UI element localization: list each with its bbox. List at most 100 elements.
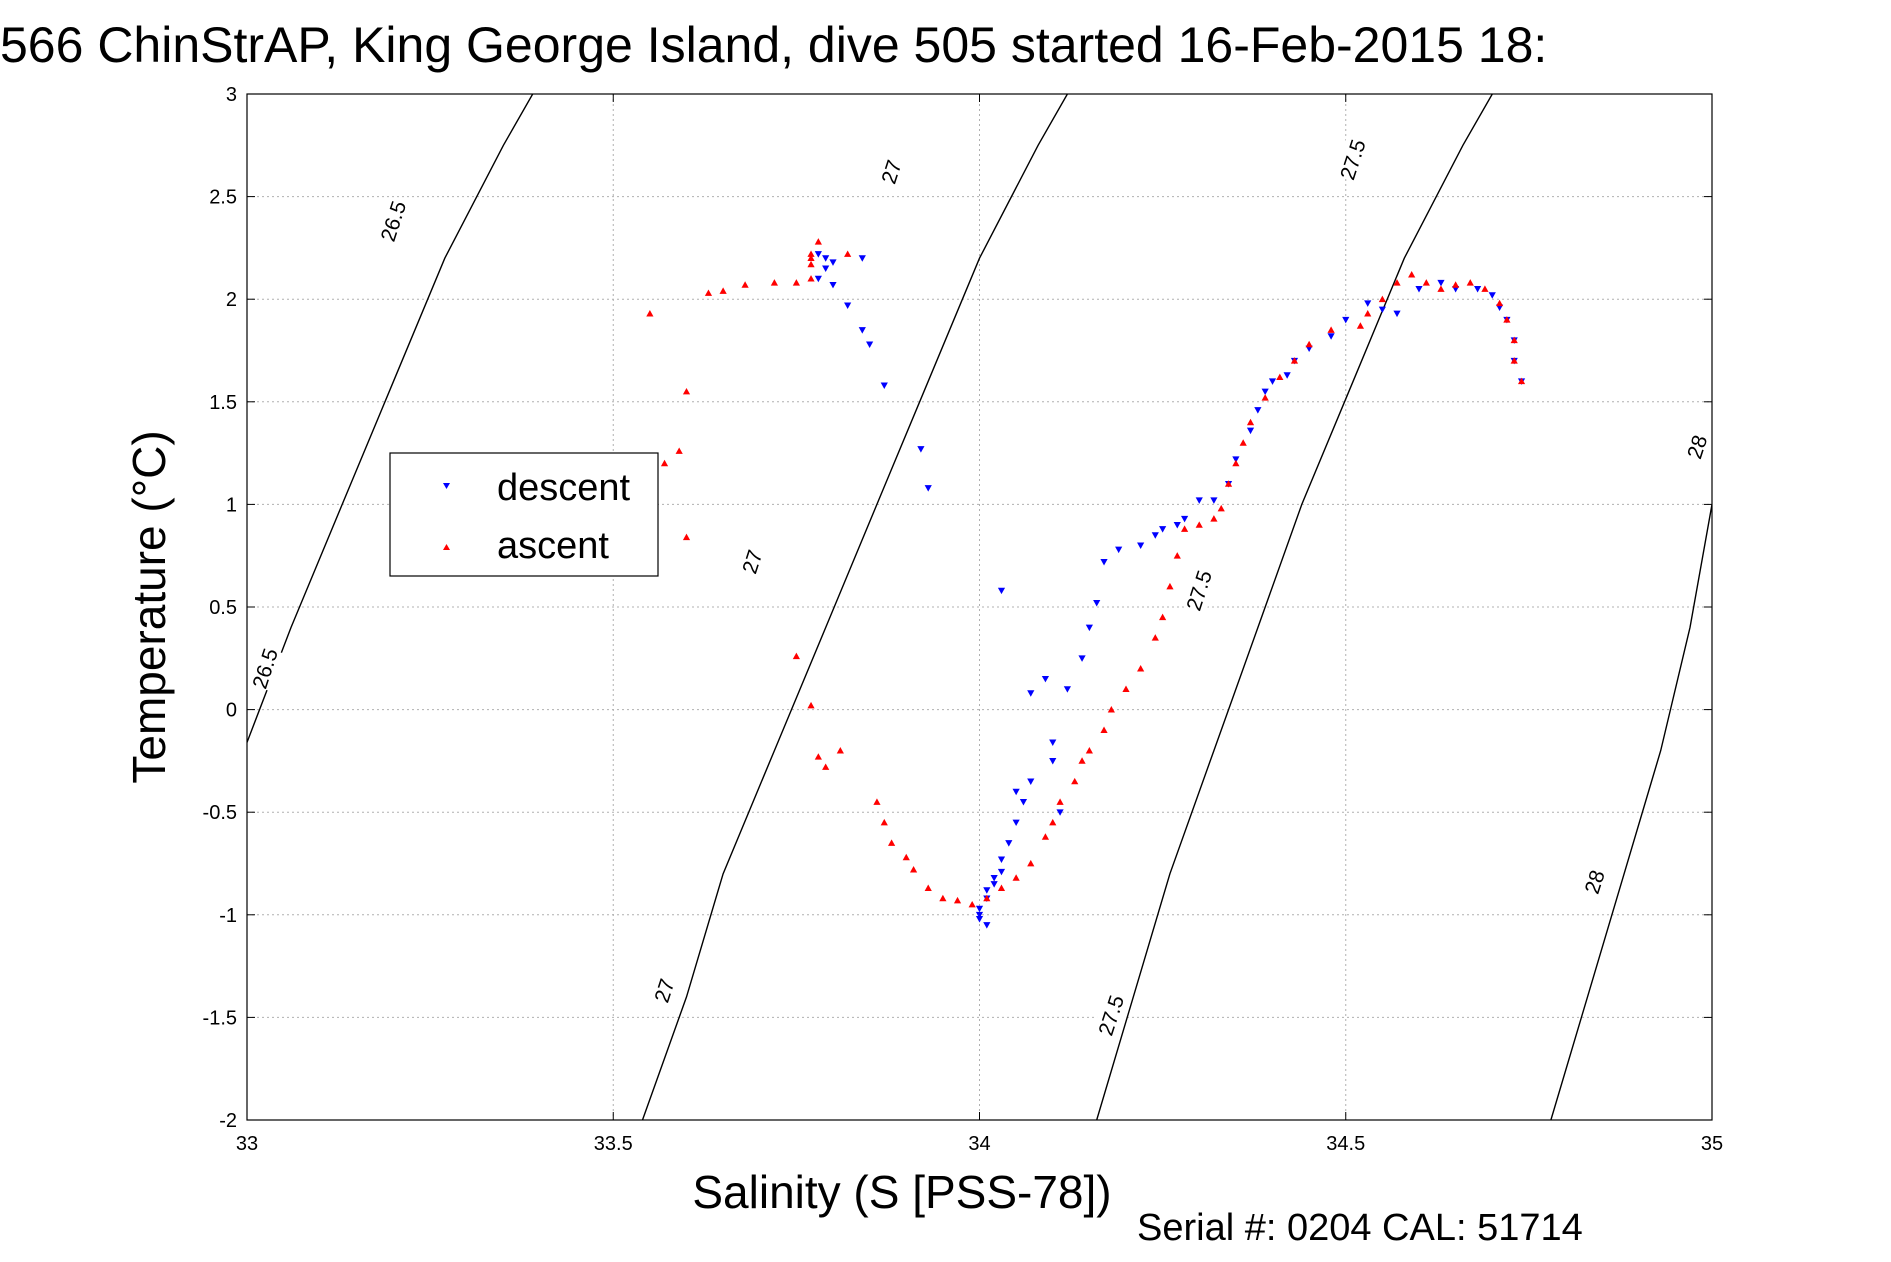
ascent-point — [983, 894, 991, 902]
ascent-point — [646, 309, 654, 317]
ascent-point — [1276, 373, 1284, 381]
y-tick-label: 2.5 — [209, 187, 237, 209]
series-descent — [814, 251, 1526, 929]
ascent-point — [792, 652, 800, 660]
descent-point — [1283, 372, 1291, 379]
axis-ticks: 33 33.5 34 34.5 35 -2 -1.5 -1 -0.5 0 0.5 1 1.5 2 2.5 3 — [203, 84, 1724, 1155]
descent-point — [829, 281, 837, 289]
descent-point — [997, 587, 1006, 595]
ascent-point — [1217, 504, 1225, 512]
isopycnal-27.5 — [1096, 94, 1493, 1120]
descent-point — [990, 874, 998, 882]
isopycnal-27 — [641, 94, 1069, 1120]
ascent-point — [953, 896, 962, 904]
ascent-point — [1503, 316, 1511, 323]
ascent-point — [1071, 777, 1079, 785]
legend-marker-ascent — [443, 544, 450, 550]
descent-point — [814, 275, 822, 283]
ascent-point — [873, 798, 881, 805]
x-axis-label: Salinity (S [PSS-78]) — [692, 1166, 1111, 1218]
contour-label-background — [1678, 423, 1716, 470]
ascent-point — [1327, 326, 1335, 333]
ascent-point — [807, 701, 815, 709]
descent-point — [1268, 378, 1277, 385]
descent-point — [814, 251, 822, 258]
ascent-point — [844, 250, 852, 257]
descent-point — [975, 911, 984, 919]
descent-point — [1093, 600, 1101, 607]
ascent-point — [1137, 664, 1145, 672]
descent-point — [1437, 279, 1445, 287]
ascent-point — [675, 447, 683, 454]
ascent-point — [924, 884, 932, 892]
descent-point — [1210, 497, 1218, 504]
ascent-point — [1232, 459, 1240, 467]
density-contours — [247, 94, 1712, 1120]
ascent-point — [1290, 357, 1299, 364]
ascent-point — [807, 254, 815, 262]
ascent-point — [1481, 285, 1489, 292]
ascent-point — [836, 747, 844, 754]
descent-point — [1327, 333, 1335, 340]
y-tick-label: -1 — [219, 905, 237, 927]
ascent-point — [1364, 309, 1372, 317]
ascent-point — [1510, 336, 1518, 344]
y-tick-label: -0.5 — [203, 802, 237, 824]
legend-box — [389, 452, 659, 577]
descent-point — [1027, 778, 1035, 786]
ascent-point — [1122, 685, 1130, 692]
contour-label-background — [1576, 858, 1614, 906]
ascent-point — [682, 533, 691, 541]
descent-point — [822, 265, 830, 273]
legend-label-descent: descent — [497, 467, 631, 509]
descent-point — [1254, 407, 1262, 414]
descent-point — [1049, 758, 1057, 765]
descent-point — [1195, 497, 1203, 504]
ascent-point — [1495, 299, 1504, 307]
contour-label-background — [645, 967, 684, 1014]
y-tick-label: 0.5 — [209, 597, 237, 619]
descent-point — [1342, 316, 1350, 324]
descent-point — [1100, 558, 1108, 566]
ascent-point — [814, 238, 822, 245]
descent-point — [1078, 655, 1086, 662]
ascent-point — [822, 763, 830, 770]
ascent-point — [1210, 515, 1218, 522]
y-tick-label: 3 — [226, 84, 237, 106]
ascent-point — [807, 250, 815, 257]
ascent-point — [880, 818, 888, 826]
ascent-point — [719, 287, 727, 294]
descent-point — [1085, 624, 1093, 632]
ascent-point — [1378, 295, 1386, 303]
y-axis-label: Temperature (°C) — [123, 430, 175, 783]
descent-point — [1005, 840, 1013, 847]
descent-point — [1012, 788, 1020, 796]
ascent-point — [1356, 322, 1364, 329]
legend-label-ascent: ascent — [497, 525, 609, 567]
ascent-point — [814, 753, 822, 760]
ascent-point — [1049, 818, 1057, 826]
ascent-point — [1246, 418, 1255, 426]
descent-point — [1378, 306, 1386, 314]
ascent-point — [741, 281, 749, 288]
descent-point — [1063, 686, 1071, 693]
descent-point — [858, 327, 866, 334]
grid-lines — [247, 94, 1712, 1120]
descent-point — [924, 485, 932, 492]
ascent-point — [1305, 340, 1313, 348]
ascent-point — [1173, 552, 1181, 559]
chart-title: 566 ChinStrAP, King George Island, dive … — [0, 17, 1547, 73]
descent-point — [1393, 310, 1401, 318]
descent-point — [822, 255, 830, 262]
ascent-point — [1408, 270, 1416, 278]
ascent-point — [660, 459, 669, 467]
ascent-point — [909, 866, 918, 873]
descent-point — [983, 887, 991, 894]
ascent-point — [1466, 279, 1474, 286]
descent-point — [1261, 388, 1269, 396]
ascent-point — [1452, 281, 1460, 288]
ascent-point — [1012, 874, 1020, 881]
y-tick-label: 0 — [226, 700, 237, 722]
descent-point — [1159, 526, 1167, 533]
isopycnal-28 — [1550, 504, 1712, 1120]
